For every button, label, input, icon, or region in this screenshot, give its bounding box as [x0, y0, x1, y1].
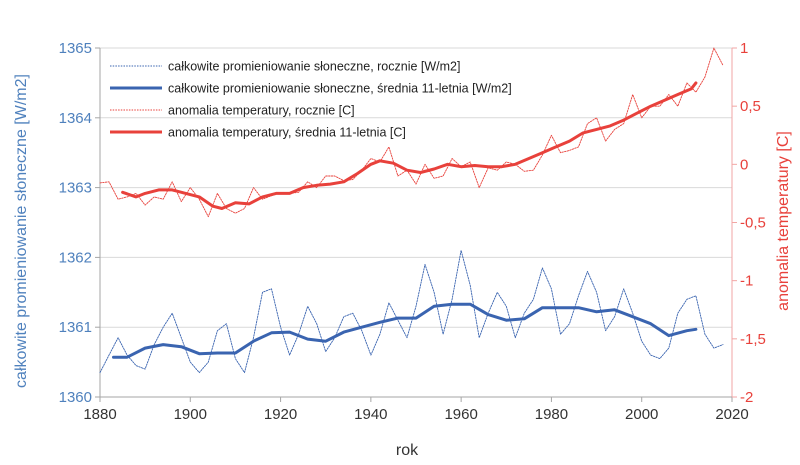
legend-label: anomalia temperatury, średnia 11-letnia …: [168, 126, 406, 140]
right-tick-label: 0,5: [740, 98, 761, 115]
x-tick-label: 1980: [535, 406, 568, 423]
x-tick-label: 1920: [264, 406, 297, 423]
legend-item-tsi-annual: całkowite promieniowanie słoneczne, rocz…: [110, 60, 461, 74]
left-tick-label: 1362: [59, 249, 92, 266]
gridlines: [100, 47, 732, 398]
x-tick-label: 2020: [715, 406, 748, 423]
legend-label: całkowite promieniowanie słoneczne, rocz…: [168, 60, 461, 74]
legend-item-temp-11yr: anomalia temperatury, średnia 11-letnia …: [110, 126, 406, 140]
legend-item-tsi-11yr: całkowite promieniowanie słoneczne, śred…: [110, 82, 512, 96]
legend: całkowite promieniowanie słoneczne, rocz…: [110, 60, 512, 140]
left-tick-label: 1364: [59, 110, 92, 127]
right-tick-label: -0,5: [740, 215, 766, 232]
left-axis-ticks: 1360 1361 1362 1363 1364 1365: [59, 40, 92, 406]
right-tick-label: -1,5: [740, 331, 766, 348]
legend-label: całkowite promieniowanie słoneczne, śred…: [168, 82, 512, 96]
right-tick-label: -1: [740, 273, 753, 290]
tsi-annual-line: [99, 249, 724, 374]
left-tick-label: 1365: [59, 40, 92, 57]
temp-11yr-mean-line: [121, 81, 698, 210]
left-axis-title: całkowite promieniowanie słoneczne [W/m2…: [13, 74, 30, 388]
tsi-11yr-mean-line: [112, 302, 698, 359]
left-tick-label: 1361: [59, 319, 92, 336]
x-tick-label: 1940: [354, 406, 387, 423]
x-tick-label: 1960: [444, 406, 477, 423]
x-tick-label: 1880: [83, 406, 116, 423]
right-axis-ticks: -2 -1,5 -1 -0,5 0 0,5 1: [740, 40, 766, 406]
legend-label: anomalia temperatury, rocznie [C]: [168, 104, 355, 118]
right-tick-label: 0: [740, 156, 748, 173]
right-axis-title: anomalia temperatury [C]: [775, 131, 792, 311]
x-tick-label: 1900: [174, 406, 207, 423]
x-axis-title: rok: [396, 442, 419, 459]
temp-annual-line: [99, 47, 724, 218]
right-tick-label: -2: [740, 389, 753, 406]
series-layer: [99, 47, 724, 374]
left-tick-label: 1363: [59, 180, 92, 197]
x-tick-label: 2000: [625, 406, 658, 423]
right-tick-label: 1: [740, 40, 748, 57]
axes: [95, 47, 737, 402]
legend-item-temp-annual: anomalia temperatury, rocznie [C]: [110, 104, 355, 118]
left-tick-label: 1360: [59, 389, 92, 406]
x-axis-ticks: 1880 1900 1920 1940 1960 1980 2000 2020: [83, 406, 748, 423]
